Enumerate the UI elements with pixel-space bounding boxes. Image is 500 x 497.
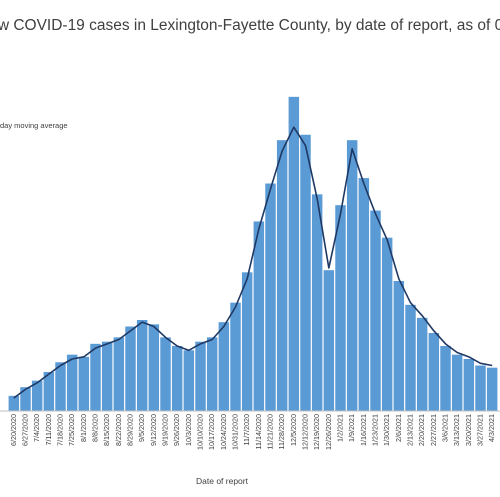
bar-10/31/2020	[230, 302, 241, 411]
bar-3/27/2021	[475, 365, 486, 411]
x-tick-label: 3/6/2021	[441, 414, 450, 442]
x-tick-label: 2/27/2021	[429, 414, 438, 446]
bar-6/20/2020	[8, 395, 20, 411]
bar-1/9/2021	[346, 140, 358, 412]
x-tick-label: 6/27/2020	[21, 414, 30, 446]
moving-average-line	[13, 126, 493, 399]
bar-11/7/2020	[241, 272, 253, 411]
x-axis-label: Date of report	[196, 476, 248, 486]
bar-12/26/2020	[323, 270, 335, 411]
bar-7/11/2020	[43, 372, 55, 411]
bar-1/30/2021	[381, 237, 393, 411]
bar-9/26/2020	[171, 346, 183, 411]
x-tick-label: 11/28/2020	[277, 414, 286, 449]
x-tick-label: 10/17/2020	[207, 414, 216, 450]
x-tick-label: 1/23/2021	[371, 414, 380, 446]
bar-8/15/2020	[101, 341, 113, 411]
x-tick-label: 3/20/2021	[464, 414, 473, 446]
x-tick-label: 12/5/2020	[289, 414, 298, 446]
x-tick-label: 1/9/2021	[347, 414, 356, 442]
bars-group	[8, 96, 498, 412]
x-tick-label: 11/7/2020	[242, 414, 251, 445]
bar-12/12/2020	[300, 134, 311, 411]
bar-12/19/2020	[311, 194, 323, 411]
bar-1/23/2021	[370, 210, 381, 411]
x-tick-label: 10/24/2020	[219, 414, 228, 450]
x-tick-label: 7/25/2020	[67, 414, 76, 446]
x-tick-label: 11/14/2020	[254, 414, 263, 449]
bar-6/27/2020	[20, 387, 31, 411]
bar-1/16/2021	[358, 178, 370, 411]
x-tick-label: 4/3/2021	[487, 414, 496, 442]
bar-8/8/2020	[90, 343, 101, 411]
x-tick-label: 6/20/2020	[9, 414, 18, 446]
x-tick-label: 7/11/2020	[44, 414, 53, 445]
bar-7/25/2020	[66, 354, 78, 411]
bar-7/4/2020	[31, 380, 43, 411]
x-tick-label: 2/13/2021	[406, 414, 415, 446]
x-tick-label: 12/12/2020	[301, 414, 310, 450]
bar-3/20/2021	[463, 359, 475, 411]
bar-3/13/2021	[451, 354, 463, 411]
bar-10/10/2020	[195, 341, 206, 411]
x-tick-label: 2/6/2021	[394, 414, 403, 442]
x-tick-label: 10/3/2020	[184, 414, 193, 446]
bar-8/1/2020	[78, 356, 90, 411]
x-tick-label: 9/19/2020	[161, 414, 170, 446]
x-tick-label: 9/12/2020	[149, 414, 158, 446]
bar-11/28/2020	[276, 140, 288, 412]
x-tick-label: 2/20/2021	[417, 414, 426, 446]
x-tick-label: 8/15/2020	[102, 414, 111, 446]
x-tick-label: 11/21/2020	[266, 414, 275, 449]
x-tick-label: 12/19/2020	[312, 414, 321, 450]
x-tick-label: 9/5/2020	[137, 414, 146, 442]
bar-7/18/2020	[55, 362, 66, 411]
bar-4/3/2021	[486, 367, 498, 411]
x-tick-label: 3/13/2021	[452, 414, 461, 446]
x-tick-label: 8/8/2020	[91, 414, 100, 442]
bar-8/22/2020	[113, 337, 125, 411]
bar-2/27/2021	[428, 333, 440, 411]
bar-1/2/2021	[335, 205, 346, 411]
bar-10/3/2020	[183, 350, 195, 411]
bar-12/5/2020	[288, 96, 300, 411]
bar-10/17/2020	[206, 337, 218, 411]
x-tick-label: 8/29/2020	[126, 414, 135, 446]
x-tick-label: 1/2/2021	[336, 414, 345, 442]
x-tick-label: 10/31/2020	[231, 414, 240, 450]
x-tick-label: 7/18/2020	[56, 414, 65, 446]
bar-2/13/2021	[405, 304, 416, 411]
bar-3/6/2021	[440, 346, 451, 411]
chart-title: New COVID-19 cases in Lexington-Fayette …	[0, 17, 500, 34]
bar-9/12/2020	[148, 324, 160, 411]
x-tick-label: 3/27/2021	[476, 414, 485, 446]
x-tick-label: 9/26/2020	[172, 414, 181, 446]
x-tick-label: 7/4/2020	[32, 414, 41, 442]
x-tick-label: 8/22/2020	[114, 414, 123, 446]
bar-10/24/2020	[218, 322, 230, 411]
x-tick-label: 8/1/2020	[79, 414, 88, 442]
x-tick-label: 12/26/2020	[324, 414, 333, 450]
bar-2/6/2021	[393, 281, 405, 411]
bar-11/14/2020	[253, 221, 265, 411]
x-tick-label: 10/10/2020	[196, 414, 205, 450]
bar-8/29/2020	[125, 326, 136, 411]
x-tick-label: 1/30/2021	[382, 414, 391, 446]
x-tick-label: 1/16/2021	[359, 414, 368, 446]
bar-9/19/2020	[160, 337, 171, 411]
bar-11/21/2020	[265, 183, 276, 411]
bar-2/20/2021	[416, 317, 428, 411]
x-tick-labels: 6/20/2020 6/27/2020 7/4/2020 7/11/2020 7/18/…	[9, 414, 496, 450]
bar-9/5/2020	[136, 320, 148, 411]
legend-label: day moving average	[0, 121, 68, 130]
